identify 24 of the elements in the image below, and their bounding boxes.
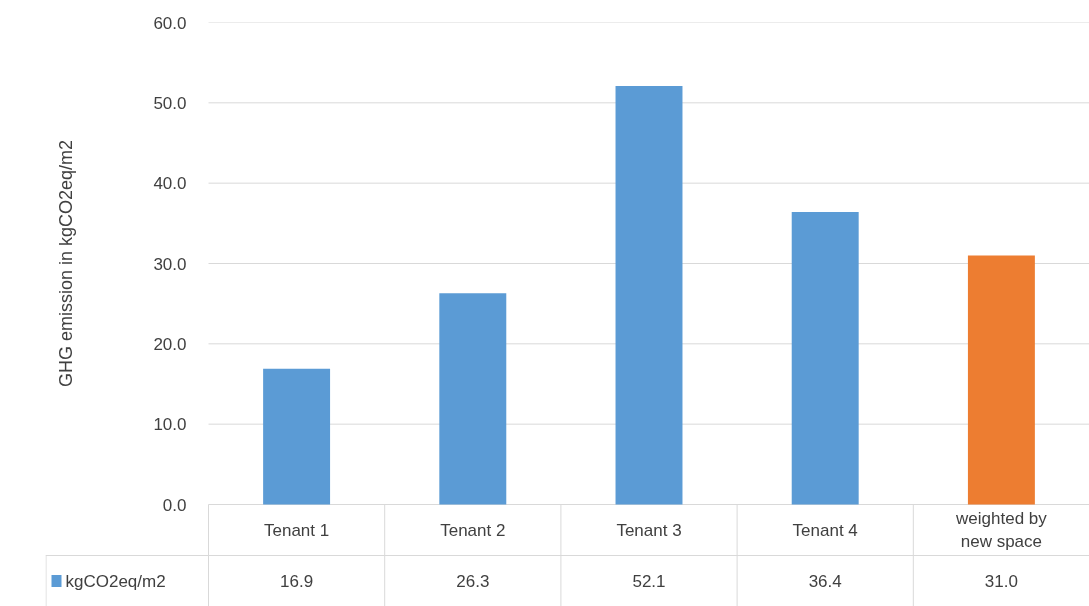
y-tick-label: 30.0 xyxy=(153,254,187,274)
data-label: 16.9 xyxy=(280,572,314,591)
y-axis-title: GHG emission in kgCO2eq/m2 xyxy=(55,139,76,388)
y-tick-label: 0.0 xyxy=(162,495,187,515)
x-tick-label: Tenant 4 xyxy=(792,520,858,540)
bar xyxy=(791,212,859,505)
y-tick-label: 20.0 xyxy=(153,334,187,354)
x-tick-label: Tenant 3 xyxy=(616,520,682,540)
bar xyxy=(967,255,1035,505)
data-label: 31.0 xyxy=(984,572,1018,591)
data-label: 26.3 xyxy=(456,572,490,591)
y-tick-label: 10.0 xyxy=(153,415,187,435)
bar xyxy=(615,85,683,505)
y-tick-label: 40.0 xyxy=(153,174,187,194)
bar xyxy=(439,293,507,505)
x-tick-label: Tenant 1 xyxy=(263,520,330,540)
y-tick-label: 60.0 xyxy=(153,13,187,33)
x-tick-label: Tenant 2 xyxy=(440,520,506,540)
bar xyxy=(263,368,331,505)
data-label: 36.4 xyxy=(808,572,842,591)
legend-label: kgCO2eq/m2 xyxy=(65,571,166,591)
y-tick-label: 50.0 xyxy=(153,93,187,113)
data-label: 52.1 xyxy=(632,572,666,591)
x-tick-label: weighted by new space xyxy=(955,508,1048,552)
